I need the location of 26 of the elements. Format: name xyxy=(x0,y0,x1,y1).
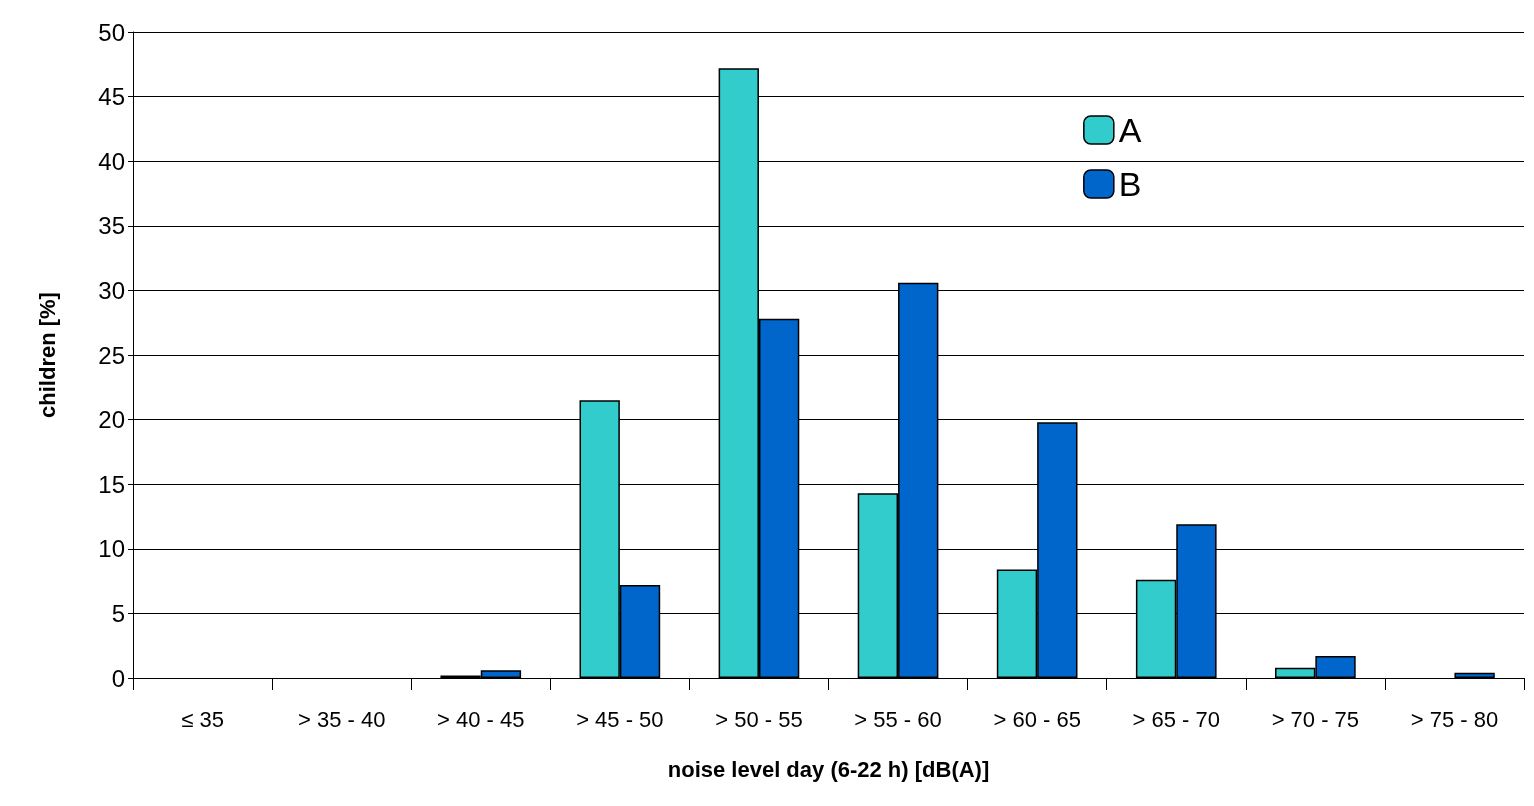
y-tick-label: 45 xyxy=(98,83,125,111)
y-tick-label: 30 xyxy=(98,276,125,304)
y-tick-label: 15 xyxy=(98,470,125,498)
y-tick-label: 5 xyxy=(111,599,125,627)
y-tick-label: 40 xyxy=(98,147,125,175)
bar xyxy=(1454,672,1495,678)
x-tick-label: > 35 - 40 xyxy=(297,706,386,732)
x-tick-label: > 60 - 65 xyxy=(993,706,1081,732)
y-tick-label: 50 xyxy=(98,18,125,46)
x-tick-label: > 70 - 75 xyxy=(1271,706,1360,732)
legend-label: A xyxy=(1118,111,1142,149)
y-tick-label: 25 xyxy=(98,341,125,369)
x-tick-label: > 55 - 60 xyxy=(854,706,942,732)
x-tick-label: > 40 - 45 xyxy=(437,706,525,732)
x-tick-label: > 50 - 55 xyxy=(715,706,803,732)
y-tick-label: 0 xyxy=(111,664,125,692)
x-tick-label: > 75 - 80 xyxy=(1410,706,1499,732)
y-tick-label: 20 xyxy=(98,406,125,434)
x-tick-label: > 65 - 70 xyxy=(1132,706,1220,732)
x-axis-title: noise level day (6-22 h) [dB(A)] xyxy=(667,756,990,782)
x-tick-label: > 45 - 50 xyxy=(576,706,664,732)
y-tick-label: 35 xyxy=(98,212,125,240)
y-tick-label: 10 xyxy=(98,535,125,563)
y-axis-title: children [%] xyxy=(34,292,60,418)
legend-label: B xyxy=(1118,165,1142,203)
x-tick-label: ≤ 35 xyxy=(181,706,224,732)
